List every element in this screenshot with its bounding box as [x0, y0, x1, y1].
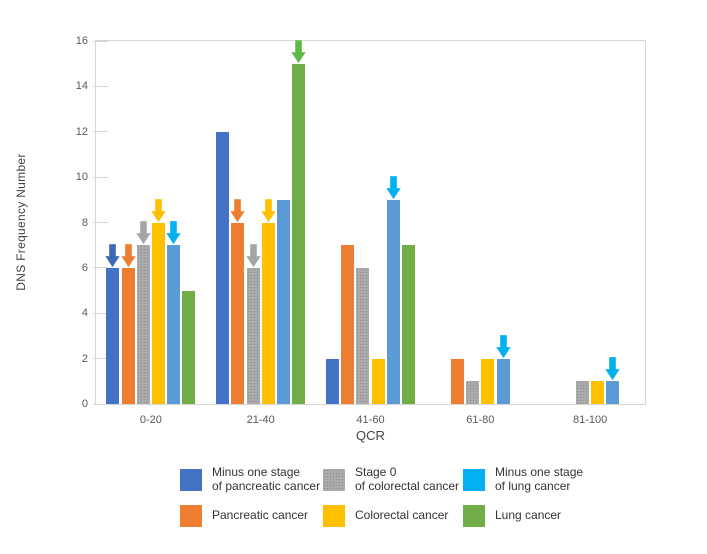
- y-tick: [93, 176, 108, 178]
- category-label: 21-40: [246, 414, 275, 426]
- bar-21-40-series-2: [246, 267, 260, 404]
- down-arrow-icon: [494, 334, 512, 359]
- down-arrow-icon: [150, 198, 167, 223]
- down-arrow-icon: [119, 243, 137, 269]
- y-tick: [93, 131, 108, 133]
- legend-item: Minus one stage of lung cancer: [463, 465, 623, 494]
- y-tick: [93, 40, 108, 42]
- y-tick-label: 12: [75, 125, 88, 138]
- bar-0-20-series-3: [152, 222, 165, 404]
- bar-61-80-series-2: [466, 381, 480, 404]
- down-arrow-icon: [385, 175, 402, 201]
- x-axis-title: QCR: [356, 428, 385, 443]
- bar-21-40-series-5: [292, 63, 306, 404]
- category-label: 61-80: [466, 414, 495, 426]
- bar-21-40-series-0: [216, 131, 230, 404]
- legend-label: Minus one stage of pancreatic cancer: [212, 465, 321, 493]
- bar-41-60-series-5: [402, 245, 415, 404]
- category-label: 0-20: [139, 414, 162, 426]
- y-tick-label: 10: [75, 171, 88, 184]
- y-tick-label: 0: [81, 398, 88, 410]
- legend-label: Stage 0 of colorectal cancer: [355, 465, 460, 493]
- y-tick: [93, 358, 108, 360]
- bar-81-100-series-4: [606, 381, 620, 404]
- bar-21-40-series-4: [277, 199, 290, 404]
- bar-41-60-series-2: [356, 267, 370, 404]
- legend-swatch: [463, 468, 485, 491]
- y-tick: [93, 403, 108, 405]
- legend-item: Pancreatic cancer: [180, 503, 323, 529]
- legend-label: Colorectal cancer: [355, 507, 449, 522]
- bar-81-100-series-3: [591, 381, 605, 404]
- bar-0-20-series-1: [121, 267, 135, 404]
- down-arrow-icon: [244, 243, 262, 269]
- legend-swatch: [180, 504, 202, 527]
- down-arrow-icon: [229, 198, 247, 223]
- bar-21-40-series-1: [231, 222, 245, 404]
- down-arrow-icon: [165, 220, 182, 246]
- y-tick: [93, 267, 108, 269]
- legend-swatch: [463, 504, 485, 527]
- plot-area: 0 2 4 6 8 10 12 14 16 0-20 21-40 41-60 61-80 81-100: [76, 35, 646, 426]
- chart-legend: Minus one stage of pancreatic cancer Stage…: [180, 465, 623, 529]
- y-tick-label: 14: [75, 80, 88, 93]
- category-label: 81-100: [572, 414, 608, 426]
- category-label: 41-60: [356, 414, 385, 426]
- legend-item: Lung cancer: [463, 503, 623, 529]
- bar-41-60-series-3: [371, 358, 385, 404]
- down-arrow-icon: [290, 39, 307, 64]
- y-tick: [93, 222, 108, 223]
- y-tick: [93, 312, 108, 314]
- legend-item: Minus one stage of pancreatic cancer: [180, 465, 323, 494]
- down-arrow-icon: [604, 356, 622, 382]
- y-tick-label: 6: [81, 261, 88, 274]
- legend-swatch: [323, 468, 345, 491]
- down-arrow-icon: [104, 243, 122, 269]
- y-tick-label: 4: [81, 307, 88, 320]
- legend-label: Pancreatic cancer: [212, 507, 309, 522]
- legend-item: Stage 0 of colorectal cancer: [323, 465, 463, 494]
- bar-0-20-series-2: [136, 245, 150, 404]
- legend-swatch: [180, 468, 202, 491]
- y-tick-label: 8: [81, 216, 88, 229]
- legend-label: Minus one stage of lung cancer: [495, 465, 584, 493]
- legend-item: Colorectal cancer: [323, 503, 463, 529]
- bar-0-20-series-5: [182, 290, 196, 404]
- down-arrow-icon: [260, 198, 277, 223]
- y-tick-label: 16: [75, 35, 88, 47]
- bar-61-80-series-3: [481, 358, 495, 404]
- y-axis-title: DNS Frequency Number: [14, 153, 28, 291]
- bar-61-80-series-1: [451, 358, 464, 404]
- bar-81-100-series-2: [576, 381, 589, 404]
- down-arrow-icon: [135, 220, 152, 246]
- bar-61-80-series-4: [496, 358, 510, 404]
- legend-label: Lung cancer: [495, 507, 562, 522]
- y-tick: [93, 85, 108, 87]
- bar-21-40-series-3: [261, 222, 275, 404]
- legend-swatch: [323, 504, 345, 527]
- bar-41-60-series-1: [341, 245, 355, 404]
- bar-41-60-series-0: [326, 358, 339, 404]
- bar-0-20-series-4: [167, 245, 181, 404]
- bar-0-20-series-0: [106, 267, 120, 404]
- bar-41-60-series-4: [386, 199, 400, 404]
- y-tick-label: 2: [81, 352, 88, 365]
